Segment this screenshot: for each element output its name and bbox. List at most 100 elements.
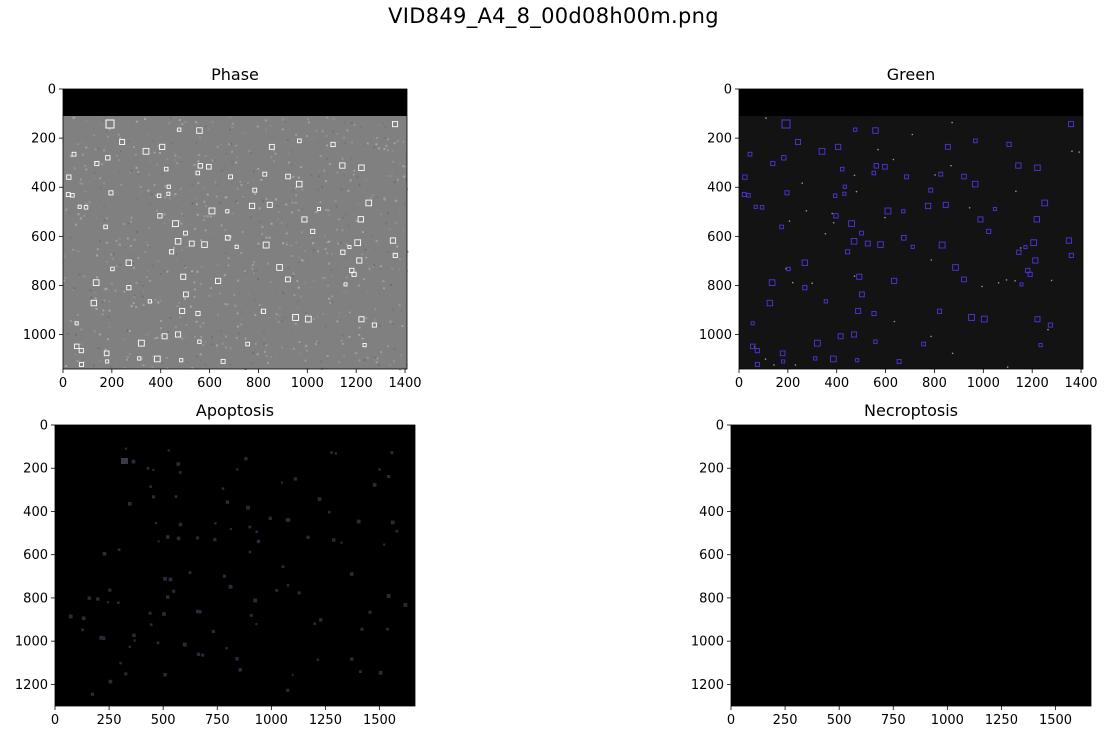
texture-speck bbox=[93, 178, 96, 180]
texture-speck bbox=[297, 256, 300, 259]
texture-speck bbox=[240, 251, 243, 254]
texture-speck bbox=[351, 160, 354, 163]
texture-speck bbox=[358, 284, 361, 287]
texture-speck bbox=[84, 165, 87, 168]
detection-box bbox=[292, 314, 299, 321]
texture-speck bbox=[324, 247, 327, 250]
texture-speck bbox=[326, 241, 329, 244]
texture-speck bbox=[320, 360, 323, 363]
texture-speck bbox=[204, 229, 207, 232]
image-top-band bbox=[63, 89, 407, 116]
texture-speck bbox=[278, 336, 281, 339]
texture-speck bbox=[290, 149, 293, 152]
texture-speck bbox=[378, 292, 381, 295]
detection-box bbox=[297, 138, 302, 144]
texture-speck bbox=[291, 255, 294, 257]
texture-speck bbox=[82, 359, 85, 362]
texture-speck bbox=[173, 246, 175, 249]
texture-speck bbox=[130, 169, 133, 172]
texture-speck bbox=[130, 305, 133, 308]
detection-box bbox=[842, 184, 847, 189]
texture-speck bbox=[336, 132, 339, 135]
detection-box bbox=[832, 193, 838, 198]
detection-box bbox=[779, 350, 786, 357]
dim-spot bbox=[249, 614, 253, 617]
axes-frame bbox=[730, 424, 1092, 707]
detection-box bbox=[90, 299, 98, 307]
texture-speck bbox=[254, 193, 257, 195]
texture-speck bbox=[382, 280, 385, 283]
texture-speck bbox=[220, 143, 222, 146]
texture-speck bbox=[152, 139, 155, 142]
x-tick-label: 200 bbox=[775, 376, 800, 391]
dim-spot bbox=[327, 510, 331, 514]
texture-speck bbox=[185, 323, 188, 326]
texture-speck bbox=[148, 173, 151, 176]
texture-speck bbox=[348, 335, 351, 338]
texture-speck bbox=[271, 310, 274, 313]
texture-speck bbox=[95, 217, 98, 220]
texture-speck bbox=[99, 240, 101, 243]
texture-speck bbox=[366, 319, 369, 322]
texture-speck bbox=[287, 152, 290, 154]
texture-speck bbox=[174, 159, 177, 162]
image-necroptosis bbox=[731, 425, 1091, 706]
texture-speck bbox=[82, 222, 84, 225]
texture-speck bbox=[191, 270, 194, 273]
texture-speck bbox=[379, 267, 382, 270]
texture-speck bbox=[203, 200, 206, 203]
texture-speck bbox=[200, 265, 203, 268]
y-tick-label: 1200 bbox=[691, 678, 724, 693]
texture-speck bbox=[359, 143, 362, 146]
dim-spot bbox=[178, 471, 182, 474]
texture-speck bbox=[386, 212, 389, 215]
dim-spot bbox=[211, 629, 215, 633]
texture-speck bbox=[240, 184, 243, 186]
texture-speck bbox=[373, 249, 376, 252]
texture-speck bbox=[126, 329, 129, 332]
texture-speck bbox=[281, 230, 284, 233]
texture-speck bbox=[390, 321, 393, 324]
dim-spot bbox=[395, 529, 399, 533]
texture-speck bbox=[95, 189, 98, 192]
y-tick-label: 800 bbox=[31, 279, 56, 294]
texture-speck bbox=[398, 212, 401, 215]
texture-speck bbox=[184, 266, 187, 269]
texture-speck bbox=[400, 152, 403, 155]
texture-speck bbox=[347, 313, 350, 316]
detection-box bbox=[746, 193, 751, 198]
texture-speck bbox=[196, 123, 199, 125]
dim-spot bbox=[229, 527, 232, 530]
texture-speck bbox=[129, 207, 132, 210]
texture-speck bbox=[105, 217, 108, 220]
fluor-spot bbox=[951, 121, 953, 124]
detection-box bbox=[126, 285, 132, 291]
texture-speck bbox=[184, 318, 187, 321]
texture-speck bbox=[181, 337, 184, 340]
detection-box bbox=[813, 339, 821, 347]
texture-speck bbox=[330, 275, 333, 277]
texture-speck bbox=[391, 150, 394, 153]
dim-spot bbox=[390, 520, 395, 525]
fluor-spot bbox=[853, 275, 856, 277]
texture-speck bbox=[216, 236, 219, 239]
dim-spot bbox=[149, 485, 152, 488]
texture-speck bbox=[269, 281, 272, 284]
texture-speck bbox=[374, 319, 377, 322]
texture-speck bbox=[174, 193, 177, 196]
texture-speck bbox=[73, 183, 76, 186]
texture-speck bbox=[204, 340, 207, 343]
y-tick-label: 0 bbox=[716, 419, 724, 434]
dim-spot bbox=[253, 598, 258, 603]
texture-speck bbox=[228, 128, 231, 131]
texture-speck bbox=[285, 345, 288, 348]
texture-speck bbox=[332, 130, 335, 133]
detection-box bbox=[1006, 141, 1012, 148]
texture-speck bbox=[81, 140, 84, 143]
texture-speck bbox=[157, 260, 160, 263]
texture-speck bbox=[96, 276, 98, 279]
texture-speck bbox=[160, 334, 163, 337]
detection-box bbox=[94, 160, 100, 167]
detection-box bbox=[119, 139, 126, 145]
texture-speck bbox=[326, 355, 329, 357]
